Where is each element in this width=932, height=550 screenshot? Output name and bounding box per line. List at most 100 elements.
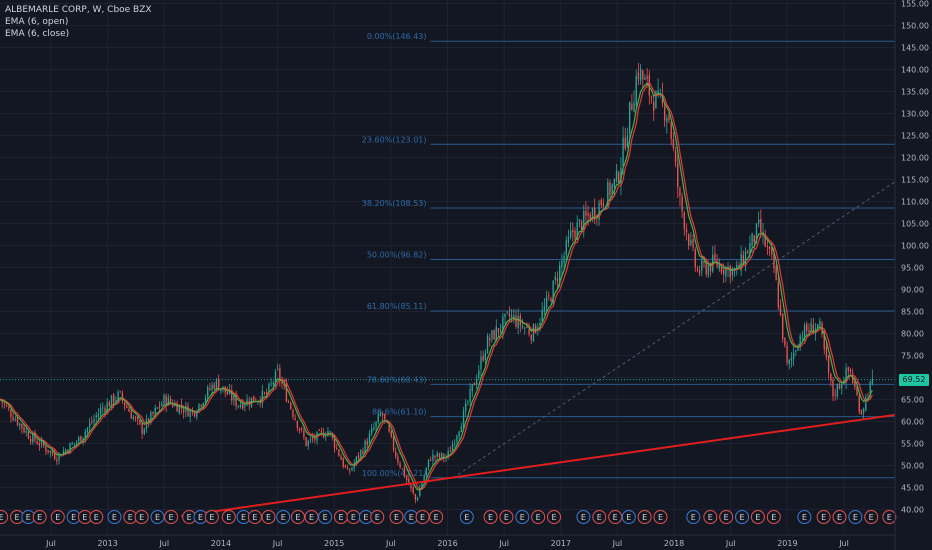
earnings-marker[interactable]: E [50,510,65,524]
earnings-marker[interactable]: E [21,510,36,524]
earnings-marker[interactable]: E [261,510,276,524]
earnings-marker[interactable]: E [459,510,474,524]
earnings-marker[interactable]: E [204,510,219,524]
earnings-marker-circle [766,510,781,524]
earnings-marker[interactable]: E [290,510,305,524]
fib-level-label: 61.80%(85.11) [367,302,427,311]
candle-body [799,335,801,348]
candle-body [473,383,476,386]
candle-body [475,379,478,385]
earnings-marker[interactable]: E [346,510,361,524]
earnings-marker[interactable]: E [318,510,333,524]
earnings-marker[interactable]: E [750,510,765,524]
candle-body [305,437,307,447]
candle-body [788,359,790,364]
candle-body [403,467,406,477]
earnings-marker[interactable]: E [515,510,530,524]
earnings-marker[interactable]: E [703,510,718,524]
candle-body [528,329,530,335]
earnings-marker-circle [621,510,636,524]
earnings-marker[interactable]: E [247,510,262,524]
candle-body [773,253,775,269]
earnings-marker[interactable]: E [592,510,607,524]
earnings-marker[interactable]: E [429,510,444,524]
candle-body [346,468,349,470]
time-tick-label: 2014 [211,539,231,548]
price-tick-label: 120.00 [901,154,929,163]
candle-body [198,403,200,411]
candle-body [526,326,528,328]
earnings-marker-label: E [198,513,203,522]
earnings-marker[interactable]: E [766,510,781,524]
candle-body [73,443,76,444]
candle-body [239,404,242,408]
earnings-marker[interactable]: E [797,510,812,524]
candle-body [740,253,742,271]
earnings-marker[interactable]: E [576,510,591,524]
earnings-marker[interactable]: E [415,510,430,524]
earnings-marker[interactable]: E [608,510,623,524]
earnings-marker[interactable]: E [621,510,636,524]
candle-body [38,443,41,446]
earnings-marker-label: E [420,513,425,522]
earnings-marker[interactable]: E [848,510,863,524]
candle-body [565,240,567,256]
earnings-marker-label: E [14,513,19,522]
candle-body [12,417,14,421]
candle-body [23,427,25,433]
earnings-marker[interactable]: E [653,510,668,524]
earnings-marker[interactable]: E [32,510,47,524]
earnings-marker-circle [276,510,291,524]
earnings-marker[interactable]: E [334,510,349,524]
earnings-marker[interactable]: E [0,510,9,524]
earnings-marker-circle [150,510,165,524]
earnings-marker[interactable]: E [882,510,897,524]
earnings-marker[interactable]: E [107,510,122,524]
candle-body [117,391,119,402]
candle-body [484,353,487,361]
earnings-marker[interactable]: E [389,510,404,524]
candle-body [115,399,117,402]
earnings-marker[interactable]: E [304,510,319,524]
candle-body [340,456,342,460]
candle-body [709,263,712,272]
earnings-marker[interactable]: E [864,510,879,524]
earnings-marker[interactable]: E [719,510,734,524]
earnings-marker[interactable]: E [531,510,546,524]
candle-body [311,437,314,439]
earnings-marker[interactable]: E [221,510,236,524]
earnings-marker[interactable]: E [77,510,92,524]
candle-body [75,441,78,443]
earnings-marker[interactable]: E [816,510,831,524]
earnings-marker[interactable]: E [150,510,165,524]
earnings-marker[interactable]: E [735,510,750,524]
candle-body [139,420,141,425]
candle-body [550,298,552,302]
candle-body [467,401,469,403]
earnings-marker-label: E [597,513,602,522]
candle-body [121,393,124,401]
candle-body [187,406,189,417]
candle-body [757,219,760,224]
earnings-marker[interactable]: E [276,510,291,524]
earnings-marker[interactable]: E [370,510,385,524]
earnings-marker[interactable]: E [832,510,847,524]
candle-body [290,402,292,410]
candle-body [670,122,672,140]
earnings-marker[interactable]: E [686,510,701,524]
earnings-marker[interactable]: E [546,510,561,524]
earnings-marker[interactable]: E [637,510,652,524]
candle-body [742,255,745,266]
candle-body [469,389,471,403]
earnings-marker[interactable]: E [89,510,104,524]
earnings-marker[interactable]: E [483,510,498,524]
earnings-marker-circle [515,510,530,524]
earnings-marker[interactable]: E [164,510,179,524]
earnings-marker[interactable]: E [499,510,514,524]
earnings-marker[interactable]: E [134,510,149,524]
support-trendline [181,413,896,518]
earnings-marker-label: E [464,513,469,522]
